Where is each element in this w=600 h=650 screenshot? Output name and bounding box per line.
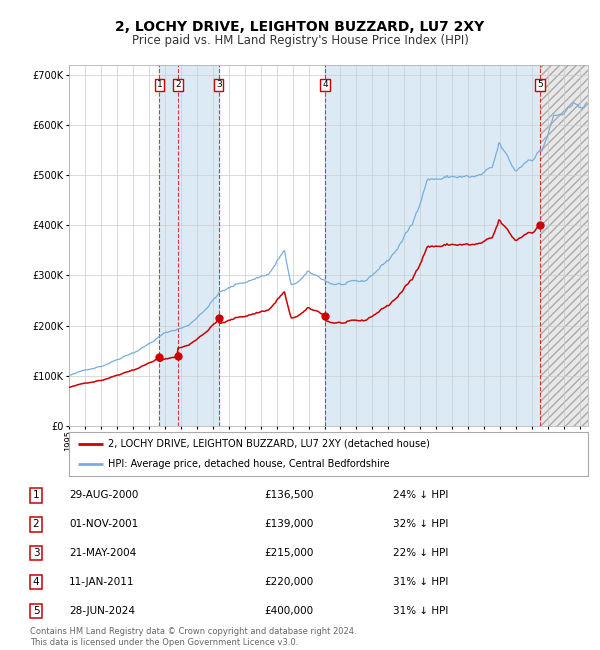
Text: 5: 5 bbox=[32, 606, 40, 616]
Text: 31% ↓ HPI: 31% ↓ HPI bbox=[393, 577, 448, 587]
Text: £215,000: £215,000 bbox=[264, 548, 313, 558]
Text: Contains HM Land Registry data © Crown copyright and database right 2024.
This d: Contains HM Land Registry data © Crown c… bbox=[30, 627, 356, 647]
Text: £400,000: £400,000 bbox=[264, 606, 313, 616]
Text: 4: 4 bbox=[322, 81, 328, 89]
Text: 2: 2 bbox=[175, 81, 181, 89]
Text: 2: 2 bbox=[32, 519, 40, 529]
Text: 21-MAY-2004: 21-MAY-2004 bbox=[69, 548, 136, 558]
Text: 01-NOV-2001: 01-NOV-2001 bbox=[69, 519, 138, 529]
Bar bbox=[540, 65, 588, 426]
Text: £220,000: £220,000 bbox=[264, 577, 313, 587]
Text: 3: 3 bbox=[216, 81, 221, 89]
Text: 4: 4 bbox=[32, 577, 40, 587]
Bar bbox=[540, 65, 588, 426]
Text: 32% ↓ HPI: 32% ↓ HPI bbox=[393, 519, 448, 529]
Text: £136,500: £136,500 bbox=[264, 491, 314, 500]
Text: Price paid vs. HM Land Registry's House Price Index (HPI): Price paid vs. HM Land Registry's House … bbox=[131, 34, 469, 47]
Text: 29-AUG-2000: 29-AUG-2000 bbox=[69, 491, 139, 500]
Bar bbox=[160, 65, 219, 426]
Bar bbox=[325, 65, 540, 426]
Text: 2, LOCHY DRIVE, LEIGHTON BUZZARD, LU7 2XY: 2, LOCHY DRIVE, LEIGHTON BUZZARD, LU7 2X… bbox=[115, 20, 485, 34]
Text: 3: 3 bbox=[32, 548, 40, 558]
Text: 31% ↓ HPI: 31% ↓ HPI bbox=[393, 606, 448, 616]
Text: 24% ↓ HPI: 24% ↓ HPI bbox=[393, 491, 448, 500]
Text: 11-JAN-2011: 11-JAN-2011 bbox=[69, 577, 134, 587]
Text: 22% ↓ HPI: 22% ↓ HPI bbox=[393, 548, 448, 558]
Text: 28-JUN-2024: 28-JUN-2024 bbox=[69, 606, 135, 616]
Text: 2, LOCHY DRIVE, LEIGHTON BUZZARD, LU7 2XY (detached house): 2, LOCHY DRIVE, LEIGHTON BUZZARD, LU7 2X… bbox=[108, 439, 430, 449]
Text: £139,000: £139,000 bbox=[264, 519, 313, 529]
Text: 1: 1 bbox=[32, 491, 40, 500]
Text: HPI: Average price, detached house, Central Bedfordshire: HPI: Average price, detached house, Cent… bbox=[108, 460, 389, 469]
Text: 1: 1 bbox=[157, 81, 162, 89]
Text: 5: 5 bbox=[537, 81, 543, 89]
